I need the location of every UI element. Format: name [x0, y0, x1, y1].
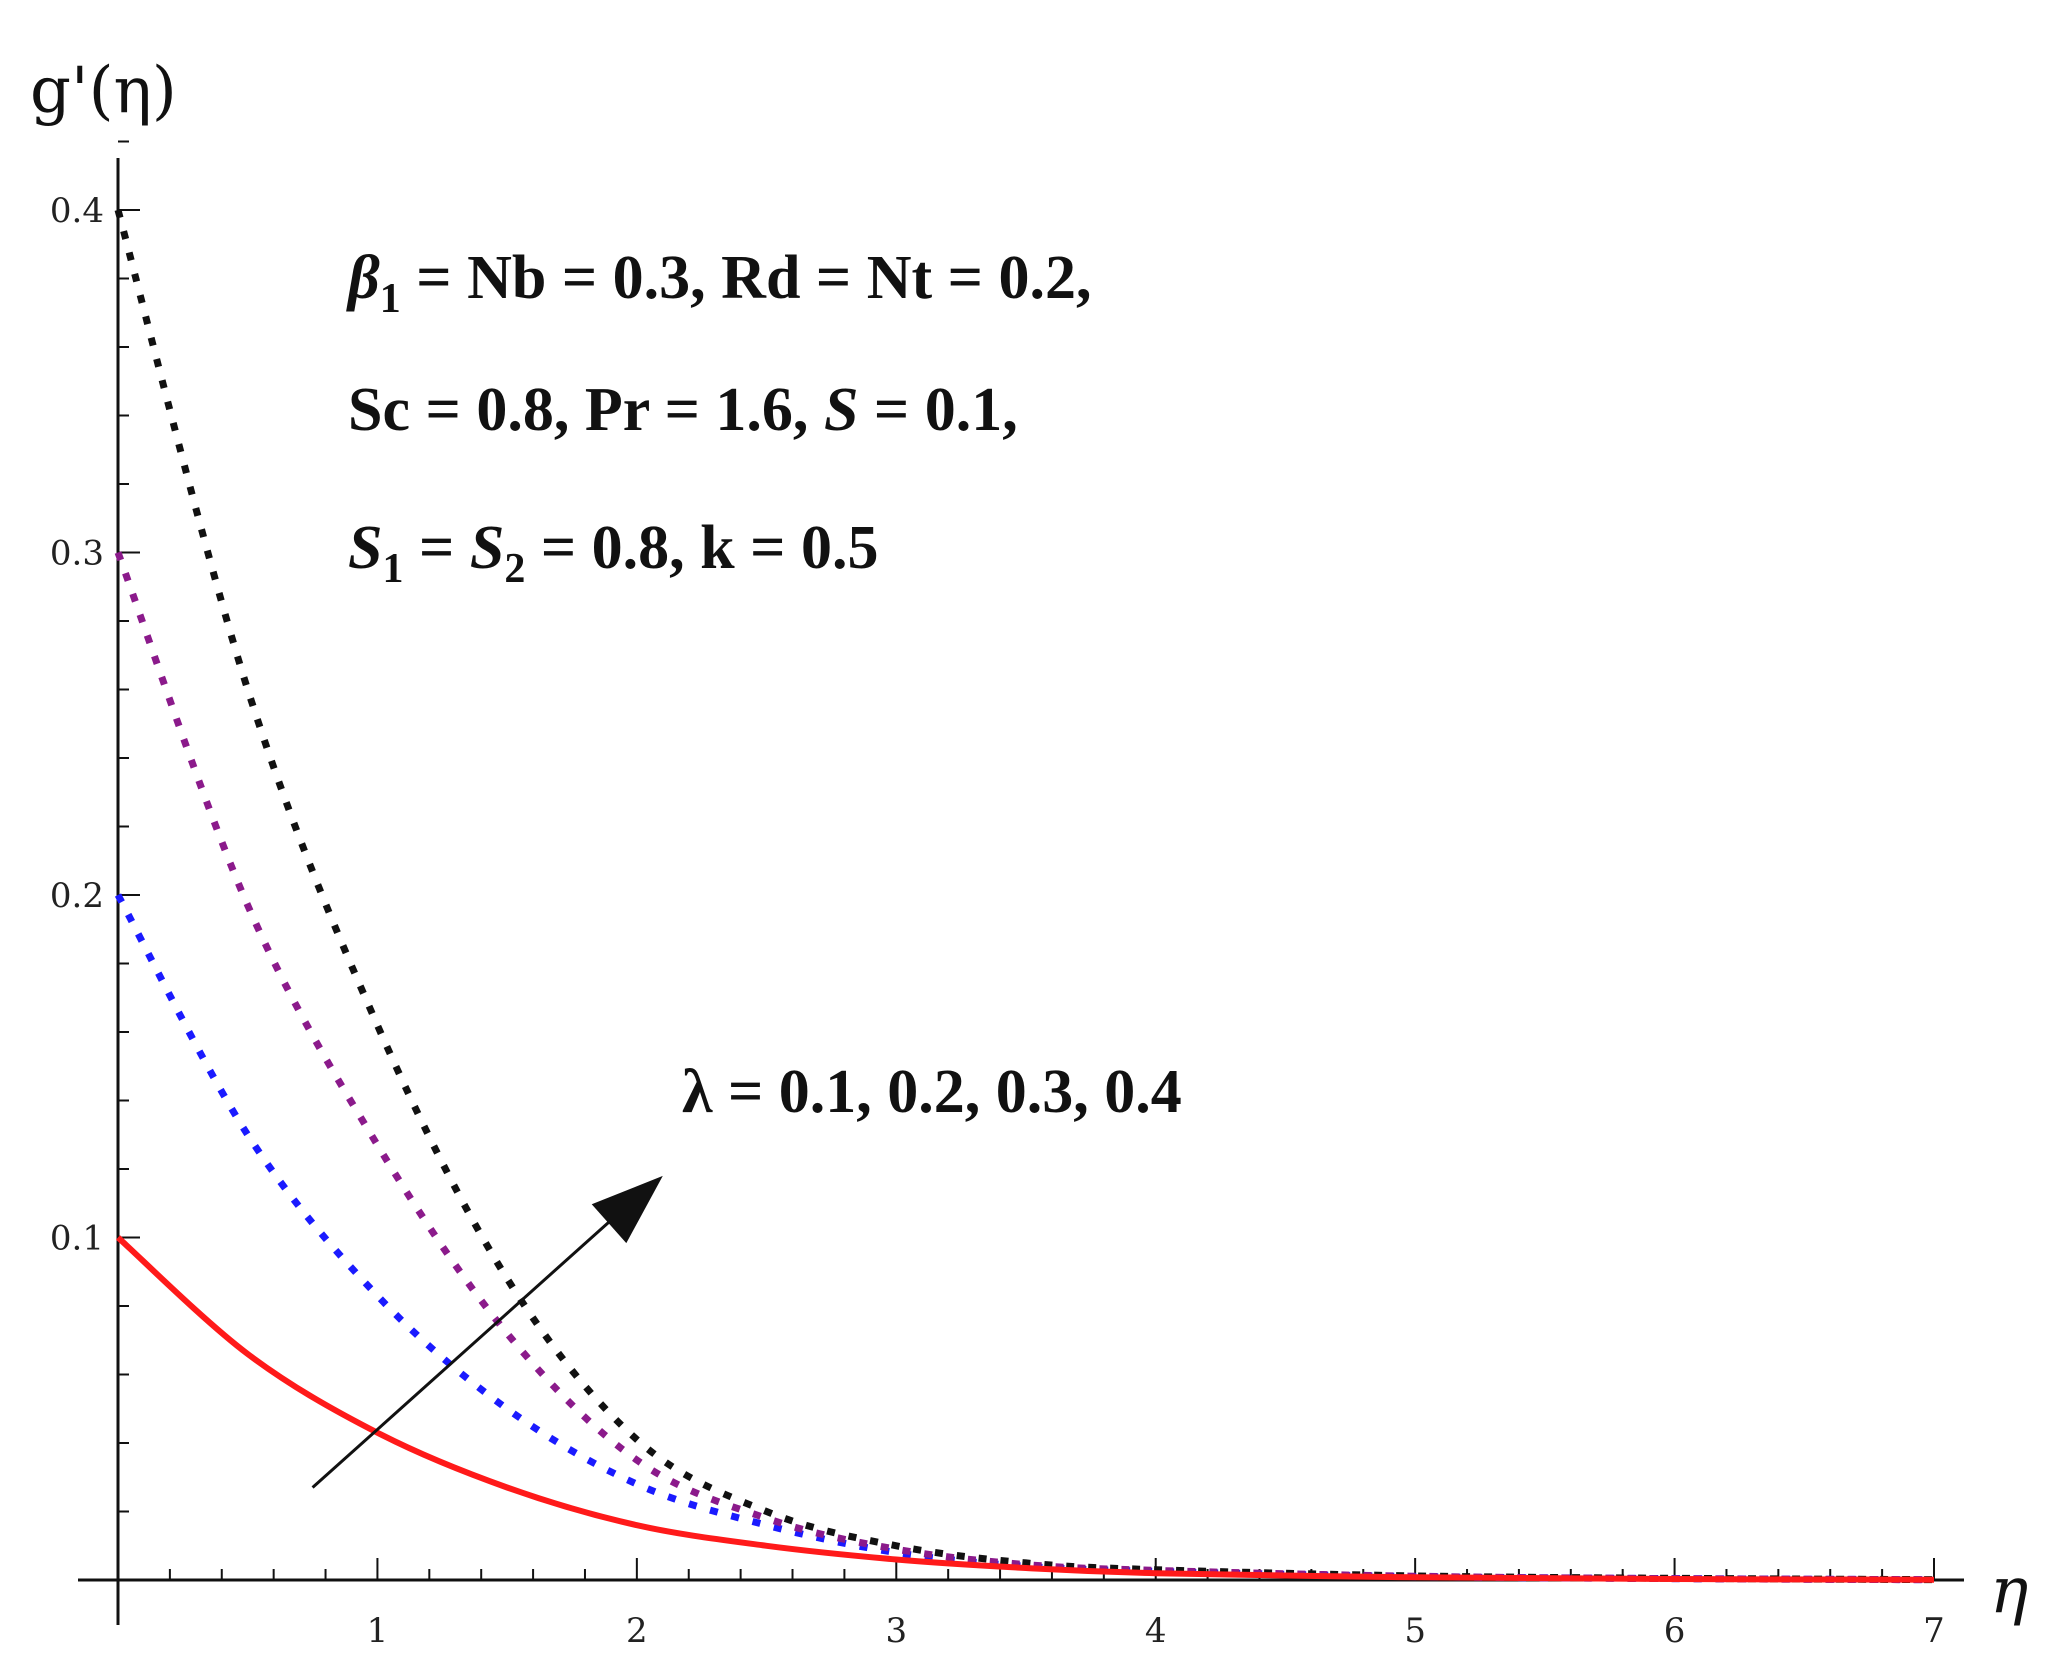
x-tick-label: 4 [1145, 1611, 1167, 1651]
axes: 1 2 3 4 5 6 7 0.1 0.2 0.3 0.4 [50, 140, 1964, 1651]
y-axis-title: g'(η) [30, 54, 177, 128]
x-tick-label: 1 [367, 1611, 389, 1651]
axis-titles: g'(η) η [30, 54, 2028, 1628]
y-tick-label: 0.2 [50, 876, 104, 916]
lambda-label: λ = 0.1, 0.2, 0.3, 0.4 [682, 1058, 1182, 1126]
y-tick-label: 0.1 [50, 1219, 104, 1259]
y-tick-label: 0.3 [50, 534, 104, 574]
series-line-lambda-0-4 [114, 209, 1935, 1584]
series-line-lambda-0-1 [115, 1235, 1935, 1583]
x-tick-label: 3 [885, 1611, 907, 1651]
x-tick-label: 7 [1923, 1611, 1945, 1651]
y-tick-label: 0.4 [50, 191, 104, 231]
params-line-3: S1 = S2 = 0.8, k = 0.5 [348, 514, 878, 592]
x-tick-label: 6 [1664, 1611, 1686, 1651]
x-axis-title: η [1990, 1554, 2028, 1628]
x-tick-label: 5 [1404, 1611, 1426, 1651]
params-line-1: β1 = Nb = 0.3, Rd = Nt = 0.2, [346, 244, 1092, 322]
series-line-lambda-0-2 [114, 893, 1935, 1584]
params-line-2: Sc = 0.8, Pr = 1.6, S = 0.1, [348, 376, 1018, 444]
trend-arrow-shaft [311, 1206, 626, 1489]
annotations: β1 = Nb = 0.3, Rd = Nt = 0.2, Sc = 0.8, … [311, 244, 1182, 1489]
curves [114, 209, 1935, 1584]
trend-arrow-head [591, 1175, 663, 1244]
x-tick-label: 2 [626, 1611, 648, 1651]
